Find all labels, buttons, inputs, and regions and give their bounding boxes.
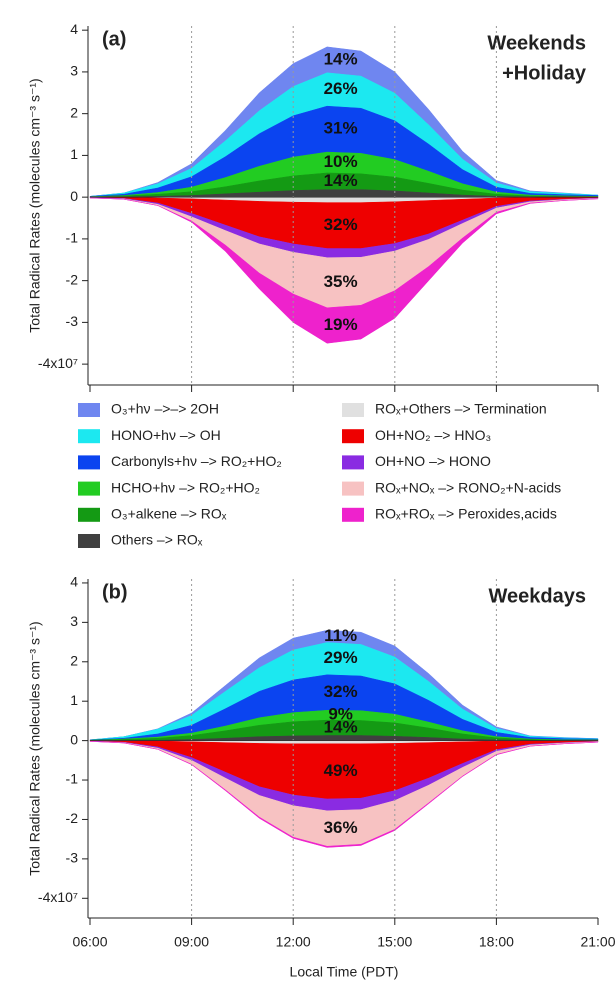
x-axis-label: Local Time (PDT) (290, 964, 399, 980)
x-tick-label: 18:00 (479, 934, 514, 950)
legend-swatch (78, 429, 100, 444)
y-tick-label: 4 (70, 21, 78, 37)
y-tick-label: 0 (70, 731, 78, 747)
area (89, 197, 599, 344)
y-tick-label: -1 (66, 230, 79, 246)
percent-label: 49% (324, 761, 358, 780)
y-tick-label: 1 (70, 692, 78, 708)
percent-label: 32% (324, 682, 358, 701)
panel-title: Weekdays (489, 585, 586, 607)
legend-label: Carbonyls+hν –> RO₂+HO₂ (111, 453, 282, 469)
x-tick-label: 15:00 (377, 934, 412, 950)
legend-swatch (342, 429, 364, 444)
y-tick-label: 0 (70, 188, 78, 204)
panel-title: Weekends (487, 32, 586, 54)
percent-label: 10% (324, 152, 358, 171)
percent-label: 32% (324, 215, 358, 234)
percent-label: 26% (324, 79, 358, 98)
legend-label: O₃+hν –>–> 2OH (111, 401, 219, 417)
percent-label: 36% (324, 818, 358, 837)
y-tick-label: 3 (70, 63, 78, 79)
legend-swatch (342, 455, 364, 470)
legend-swatch (78, 481, 100, 496)
legend-swatch (342, 481, 364, 496)
percent-label: 9% (328, 705, 353, 724)
y-tick-label: -1 (66, 771, 79, 787)
legend-label: OH+NO₂ –> HNO₃ (375, 427, 491, 443)
panel-title: +Holiday (502, 62, 587, 84)
y-axis-label: Total Radical Rates (molecules cm⁻³ s⁻¹) (27, 621, 43, 875)
percent-label: 31% (324, 119, 358, 138)
x-tick-label: 09:00 (174, 934, 209, 950)
legend-swatch (78, 455, 100, 470)
percent-label: 14% (324, 171, 358, 190)
x-tick-label: 12:00 (276, 934, 311, 950)
y-tick-label: 2 (70, 652, 78, 668)
y-axis-label: Total Radical Rates (molecules cm⁻³ s⁻¹) (27, 78, 43, 332)
panel-label: (b) (102, 581, 128, 603)
y-tick-label: -3 (66, 850, 79, 866)
percent-label: 29% (324, 648, 358, 667)
percent-label: 19% (324, 315, 358, 334)
y-tick-label: -2 (66, 271, 79, 287)
y-tick-label: -3 (66, 313, 79, 329)
y-tick-label: 3 (70, 613, 78, 629)
panel-label: (a) (102, 28, 126, 50)
area (89, 741, 599, 848)
y-tick-label: -4x10⁷ (38, 355, 78, 371)
legend-label: ROₓ+ROₓ –> Peroxides,acids (375, 506, 557, 522)
x-tick-label: 21:00 (580, 934, 615, 950)
legend-label: OH+NO –> HONO (375, 453, 491, 469)
y-tick-label: 1 (70, 146, 78, 162)
legend-swatch (78, 534, 100, 548)
legend-label: ROₓ+NOₓ –> RONO₂+N-acids (375, 479, 561, 495)
legend-label: Others –> ROₓ (111, 532, 203, 548)
y-tick-label: 4 (70, 574, 78, 590)
percent-label: 14% (324, 717, 358, 736)
y-tick-label: 2 (70, 104, 78, 120)
legend-label: ROₓ+Others –> Termination (375, 401, 547, 417)
legend-label: O₃+alkene –> ROₓ (111, 506, 227, 522)
legend-label: HCHO+hν –> RO₂+HO₂ (111, 479, 260, 495)
percent-label: 11% (324, 626, 357, 645)
percent-label: 14% (324, 49, 358, 68)
legend-label: HONO+hν –> OH (111, 427, 221, 443)
legend-swatch (78, 507, 100, 522)
y-tick-label: -4x10⁷ (38, 889, 78, 905)
legend-swatch (342, 403, 364, 417)
legend-swatch (342, 507, 364, 522)
y-tick-label: -2 (66, 810, 79, 826)
legend-swatch (78, 403, 100, 417)
percent-label: 35% (324, 272, 358, 291)
x-tick-label: 06:00 (72, 934, 107, 950)
